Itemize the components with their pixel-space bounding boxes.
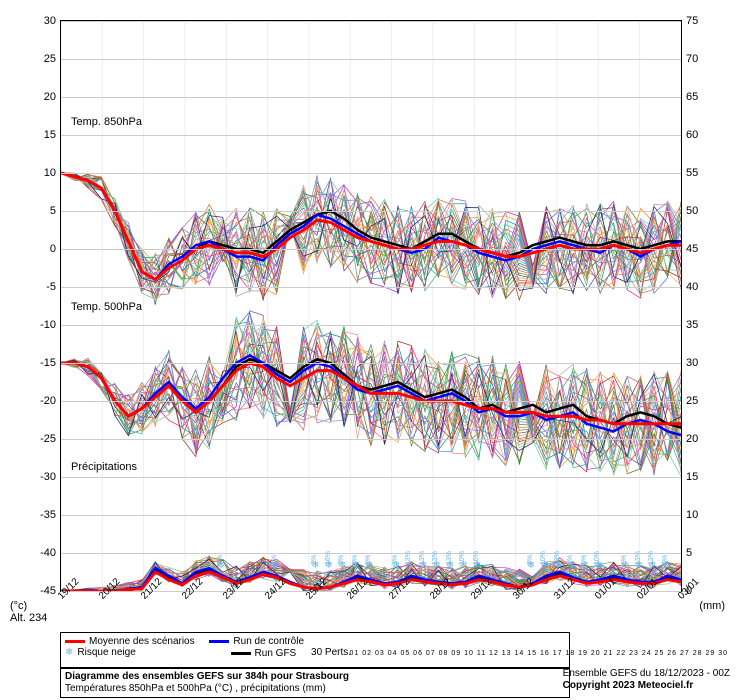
legend-perts-label: 30 Perts. bbox=[311, 647, 351, 658]
legend-gfs: Run GFS bbox=[231, 648, 297, 659]
footer-line1: Diagramme des ensembles GEFS sur 384h po… bbox=[65, 671, 565, 683]
plot-area: -45-40-35-30-25-20-15-10-505101520253005… bbox=[60, 20, 682, 592]
legend-control: Run de contrôle bbox=[209, 636, 304, 647]
legend-snow-label: Risque neige bbox=[77, 647, 135, 658]
y-left-label: (°c) bbox=[10, 600, 27, 612]
snowflake-icon: ❄ bbox=[65, 647, 73, 658]
altitude-label: Alt. 234 bbox=[10, 612, 47, 624]
right-footer-line2: Copyright 2023 Meteociel.fr bbox=[563, 680, 730, 692]
legend-gfs-label: Run GFS bbox=[255, 648, 297, 659]
chart-svg bbox=[61, 21, 681, 591]
footer-line2: Températures 850hPa et 500hPa (°C) , pré… bbox=[65, 683, 565, 695]
right-footer-line1: Ensemble GEFS du 18/12/2023 - 00Z bbox=[563, 668, 730, 680]
legend-mean-label: Moyenne des scénarios bbox=[89, 636, 195, 647]
legend-mean: Moyenne des scénarios bbox=[65, 636, 195, 647]
footer-box: Diagramme des ensembles GEFS sur 384h po… bbox=[60, 668, 570, 698]
legend-control-label: Run de contrôle bbox=[233, 636, 304, 647]
legend-snow: ❄ Risque neige bbox=[65, 647, 136, 658]
chart-container: -45-40-35-30-25-20-15-10-505101520253005… bbox=[0, 0, 740, 700]
perturbation-numbers: 01 02 03 04 05 06 07 08 09 10 11 12 13 1… bbox=[350, 650, 728, 657]
right-footer: Ensemble GEFS du 18/12/2023 - 00Z Copyri… bbox=[563, 668, 730, 692]
legend-perts: 30 Perts. bbox=[311, 647, 351, 658]
y-right-label: (mm) bbox=[699, 600, 725, 612]
